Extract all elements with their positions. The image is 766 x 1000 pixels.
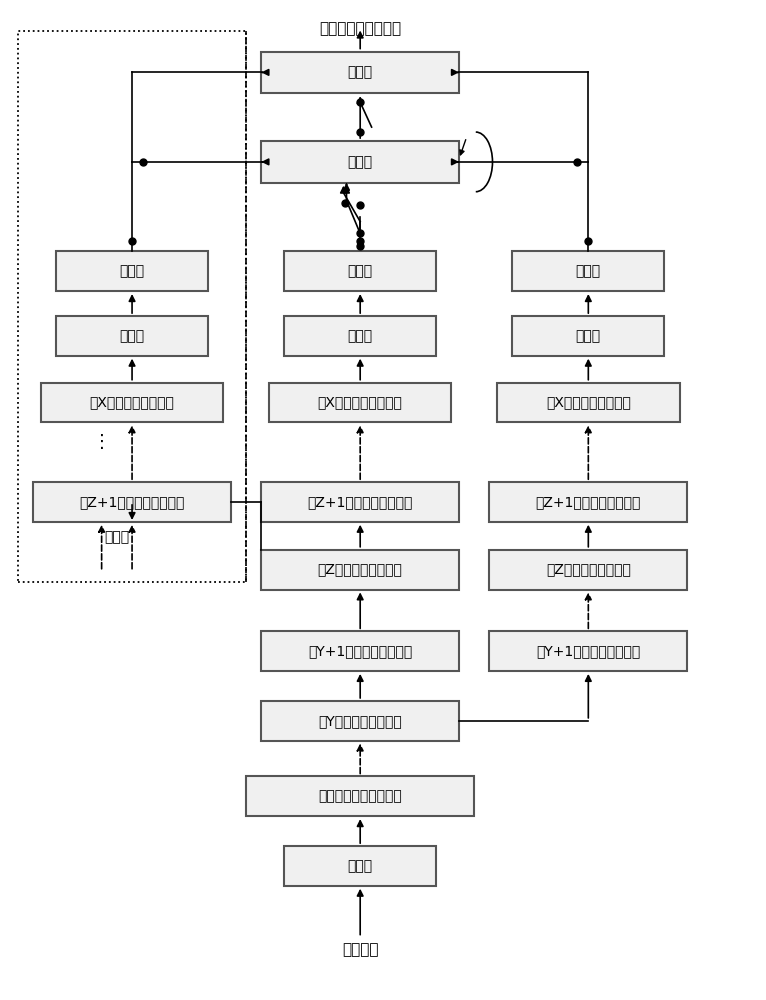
- Text: 输入层: 输入层: [348, 859, 373, 873]
- Text: ⋮: ⋮: [93, 433, 110, 451]
- Text: 预测器: 预测器: [348, 65, 373, 79]
- Bar: [489, 482, 687, 522]
- Bar: [284, 251, 436, 291]
- Text: 第Y个由层形成的群组: 第Y个由层形成的群组: [319, 714, 402, 728]
- Bar: [489, 631, 687, 671]
- Bar: [18, 31, 246, 582]
- Bar: [512, 251, 664, 291]
- Text: 分类层: 分类层: [576, 264, 601, 278]
- Bar: [261, 141, 459, 183]
- Bar: [41, 383, 224, 422]
- Text: 第Z+1个由层形成的群组: 第Z+1个由层形成的群组: [535, 495, 641, 509]
- Bar: [261, 701, 459, 741]
- Text: 所预测媒体数据类别: 所预测媒体数据类别: [319, 21, 401, 36]
- Text: 第X个由层形成的群组: 第X个由层形成的群组: [546, 396, 630, 410]
- Text: 池化层: 池化层: [576, 329, 601, 343]
- Text: 池化层: 池化层: [348, 329, 373, 343]
- Text: 第Y+1个由层形成的群组: 第Y+1个由层形成的群组: [308, 644, 412, 658]
- Text: 融合层: 融合层: [348, 155, 373, 169]
- Text: 第Z+1个由层形成的群组: 第Z+1个由层形成的群组: [80, 495, 185, 509]
- Text: 第X个由层形成的群组: 第X个由层形成的群组: [318, 396, 403, 410]
- Bar: [261, 550, 459, 589]
- Text: 分类层: 分类层: [348, 264, 373, 278]
- Bar: [56, 251, 208, 291]
- Bar: [269, 383, 451, 422]
- Bar: [284, 846, 436, 886]
- Bar: [33, 482, 231, 522]
- Text: 第一个由层形成的群组: 第一个由层形成的群组: [319, 789, 402, 803]
- Bar: [512, 316, 664, 356]
- Text: 媒体数据: 媒体数据: [342, 942, 378, 957]
- Text: 分类层: 分类层: [119, 264, 145, 278]
- Text: 第Y+1个由层形成的群组: 第Y+1个由层形成的群组: [536, 644, 640, 658]
- Text: 第Z个由层形成的群组: 第Z个由层形成的群组: [318, 563, 403, 577]
- Bar: [489, 550, 687, 589]
- Text: 第Z个由层形成的群组: 第Z个由层形成的群组: [546, 563, 630, 577]
- Bar: [246, 776, 474, 816]
- Text: 可选的: 可选的: [104, 530, 129, 544]
- Text: 第Z+1个由层形成的群组: 第Z+1个由层形成的群组: [307, 495, 413, 509]
- Bar: [261, 482, 459, 522]
- Bar: [497, 383, 679, 422]
- Bar: [261, 631, 459, 671]
- Bar: [56, 316, 208, 356]
- Bar: [284, 316, 436, 356]
- Text: 第X个由层形成的群组: 第X个由层形成的群组: [90, 396, 175, 410]
- Text: 池化层: 池化层: [119, 329, 145, 343]
- Bar: [261, 52, 459, 93]
